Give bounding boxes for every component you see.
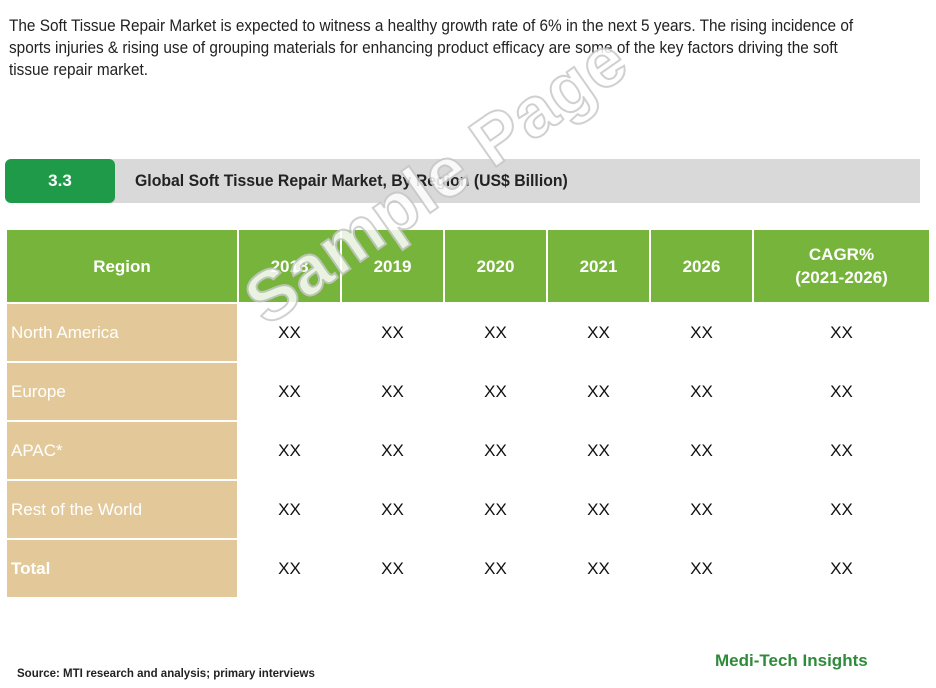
value-cell: XX: [237, 479, 342, 540]
value-cell: XX: [546, 538, 651, 599]
value-cell: XX: [752, 538, 931, 599]
value-cell: XX: [752, 479, 931, 540]
header-2021: 2021: [546, 228, 651, 304]
source-note: Source: MTI research and analysis; prima…: [17, 668, 315, 680]
header-cagr: CAGR% (2021-2026): [752, 228, 931, 304]
region-cell: APAC*: [5, 420, 239, 481]
value-cell: XX: [237, 361, 342, 422]
value-cell: XX: [340, 302, 445, 363]
value-cell: XX: [546, 302, 651, 363]
section-number-badge: 3.3: [5, 159, 115, 203]
value-cell: XX: [443, 538, 548, 599]
value-cell: XX: [237, 420, 342, 481]
table-row: Rest of the World XX XX XX XX XX XX: [5, 479, 931, 540]
value-cell: XX: [443, 420, 548, 481]
value-cell: XX: [546, 479, 651, 540]
section-heading-background: [105, 159, 920, 203]
section-heading-bar: 3.3 Global Soft Tissue Repair Market, By…: [5, 159, 920, 203]
table-row: North America XX XX XX XX XX XX: [5, 302, 931, 363]
value-cell: XX: [443, 479, 548, 540]
value-cell: XX: [443, 361, 548, 422]
table-row: APAC* XX XX XX XX XX XX: [5, 420, 931, 481]
value-cell: XX: [237, 302, 342, 363]
region-market-table: Region 2018 2019 2020 2021 2026 CAGR% (2…: [5, 228, 931, 599]
value-cell: XX: [340, 479, 445, 540]
value-cell: XX: [546, 420, 651, 481]
total-label-cell: Total: [5, 538, 239, 599]
header-2019: 2019: [340, 228, 445, 304]
section-title: Global Soft Tissue Repair Market, By Reg…: [135, 171, 568, 190]
value-cell: XX: [237, 538, 342, 599]
value-cell: XX: [340, 361, 445, 422]
table-total-row: Total XX XX XX XX XX XX: [5, 538, 931, 599]
table-header-row: Region 2018 2019 2020 2021 2026 CAGR% (2…: [5, 228, 931, 304]
value-cell: XX: [649, 538, 754, 599]
value-cell: XX: [752, 302, 931, 363]
header-2026: 2026: [649, 228, 754, 304]
value-cell: XX: [443, 302, 548, 363]
value-cell: XX: [546, 361, 651, 422]
value-cell: XX: [649, 361, 754, 422]
region-cell: Europe: [5, 361, 239, 422]
value-cell: XX: [649, 302, 754, 363]
header-2018: 2018: [237, 228, 342, 304]
value-cell: XX: [752, 361, 931, 422]
value-cell: XX: [340, 538, 445, 599]
intro-paragraph: The Soft Tissue Repair Market is expecte…: [9, 17, 854, 79]
value-cell: XX: [340, 420, 445, 481]
value-cell: XX: [649, 420, 754, 481]
region-cell: North America: [5, 302, 239, 363]
header-region: Region: [5, 228, 239, 304]
value-cell: XX: [752, 420, 931, 481]
brand-logo-text: Medi-Tech Insights: [715, 651, 868, 670]
value-cell: XX: [649, 479, 754, 540]
table-row: Europe XX XX XX XX XX XX: [5, 361, 931, 422]
header-cagr-label: CAGR%: [808, 245, 875, 264]
region-cell: Rest of the World: [5, 479, 239, 540]
header-2020: 2020: [443, 228, 548, 304]
header-cagr-period: (2021-2026): [795, 268, 888, 287]
